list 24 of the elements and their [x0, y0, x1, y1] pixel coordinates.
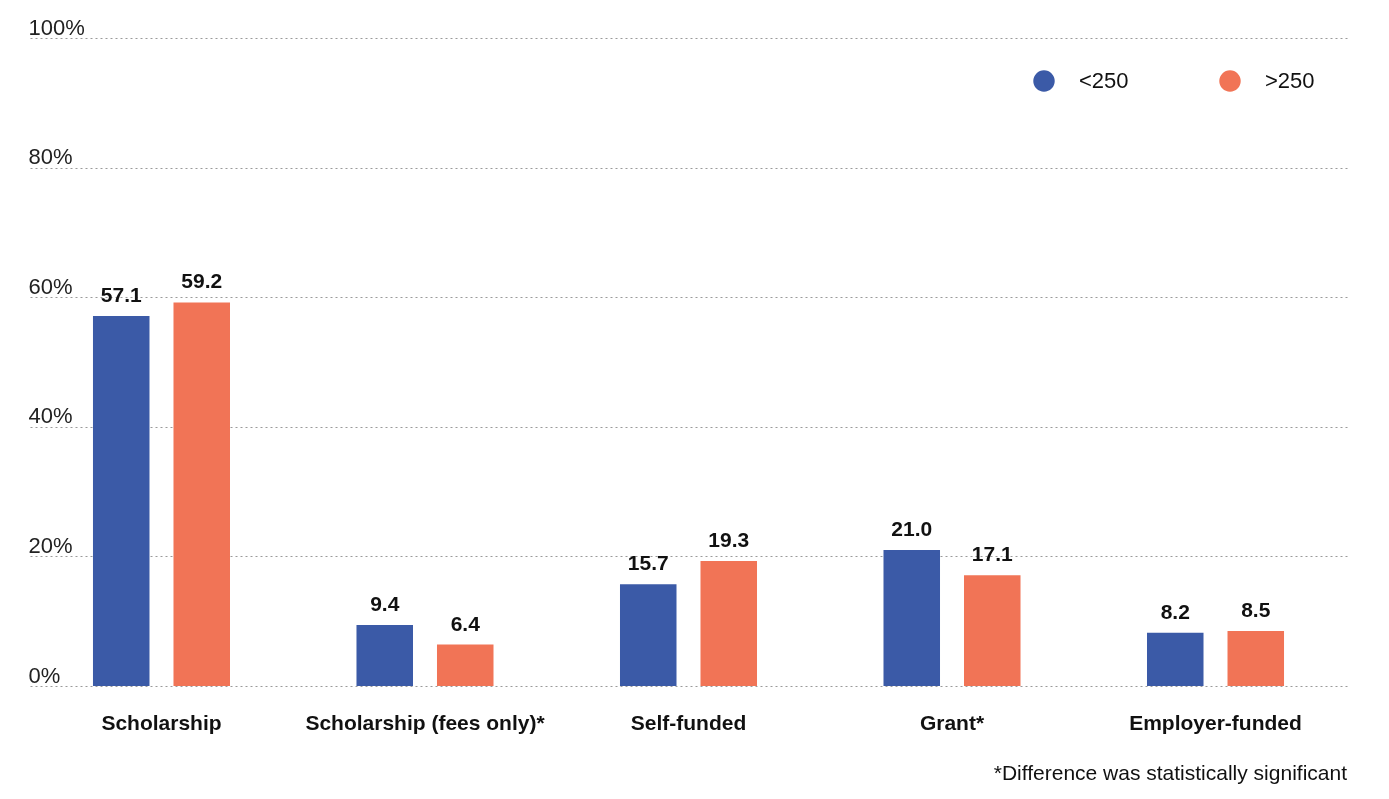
legend-label: <250	[1079, 68, 1129, 93]
data-label: 8.5	[1241, 597, 1271, 621]
x-tick-label: Employer-funded	[1129, 710, 1302, 734]
data-label: 19.3	[708, 527, 750, 551]
y-tick-label: 100%	[28, 14, 85, 40]
y-tick-label: 60%	[28, 273, 73, 299]
y-tick-label: 80%	[28, 144, 73, 170]
data-label: 57.1	[100, 282, 142, 306]
y-tick-label: 0%	[28, 662, 61, 688]
y-tick-label: 40%	[28, 403, 73, 429]
data-label: 8.2	[1160, 599, 1190, 623]
data-label: 9.4	[370, 592, 400, 616]
y-tick-label: 20%	[28, 532, 73, 558]
data-label: 17.1	[971, 542, 1014, 566]
data-label: 15.7	[627, 551, 669, 575]
data-label: 59.2	[181, 269, 223, 293]
x-tick-label: Self-funded	[630, 710, 747, 734]
x-tick-label: Scholarship	[101, 710, 222, 734]
text: *Difference was statistically significant	[993, 761, 1348, 784]
legend-label: >250	[1265, 68, 1315, 93]
x-tick-label: Grant*	[919, 710, 985, 734]
data-label: 21.0	[891, 516, 933, 540]
data-label: 6.4	[450, 611, 481, 635]
x-tick-label: Scholarship (fees only)*	[305, 710, 546, 734]
